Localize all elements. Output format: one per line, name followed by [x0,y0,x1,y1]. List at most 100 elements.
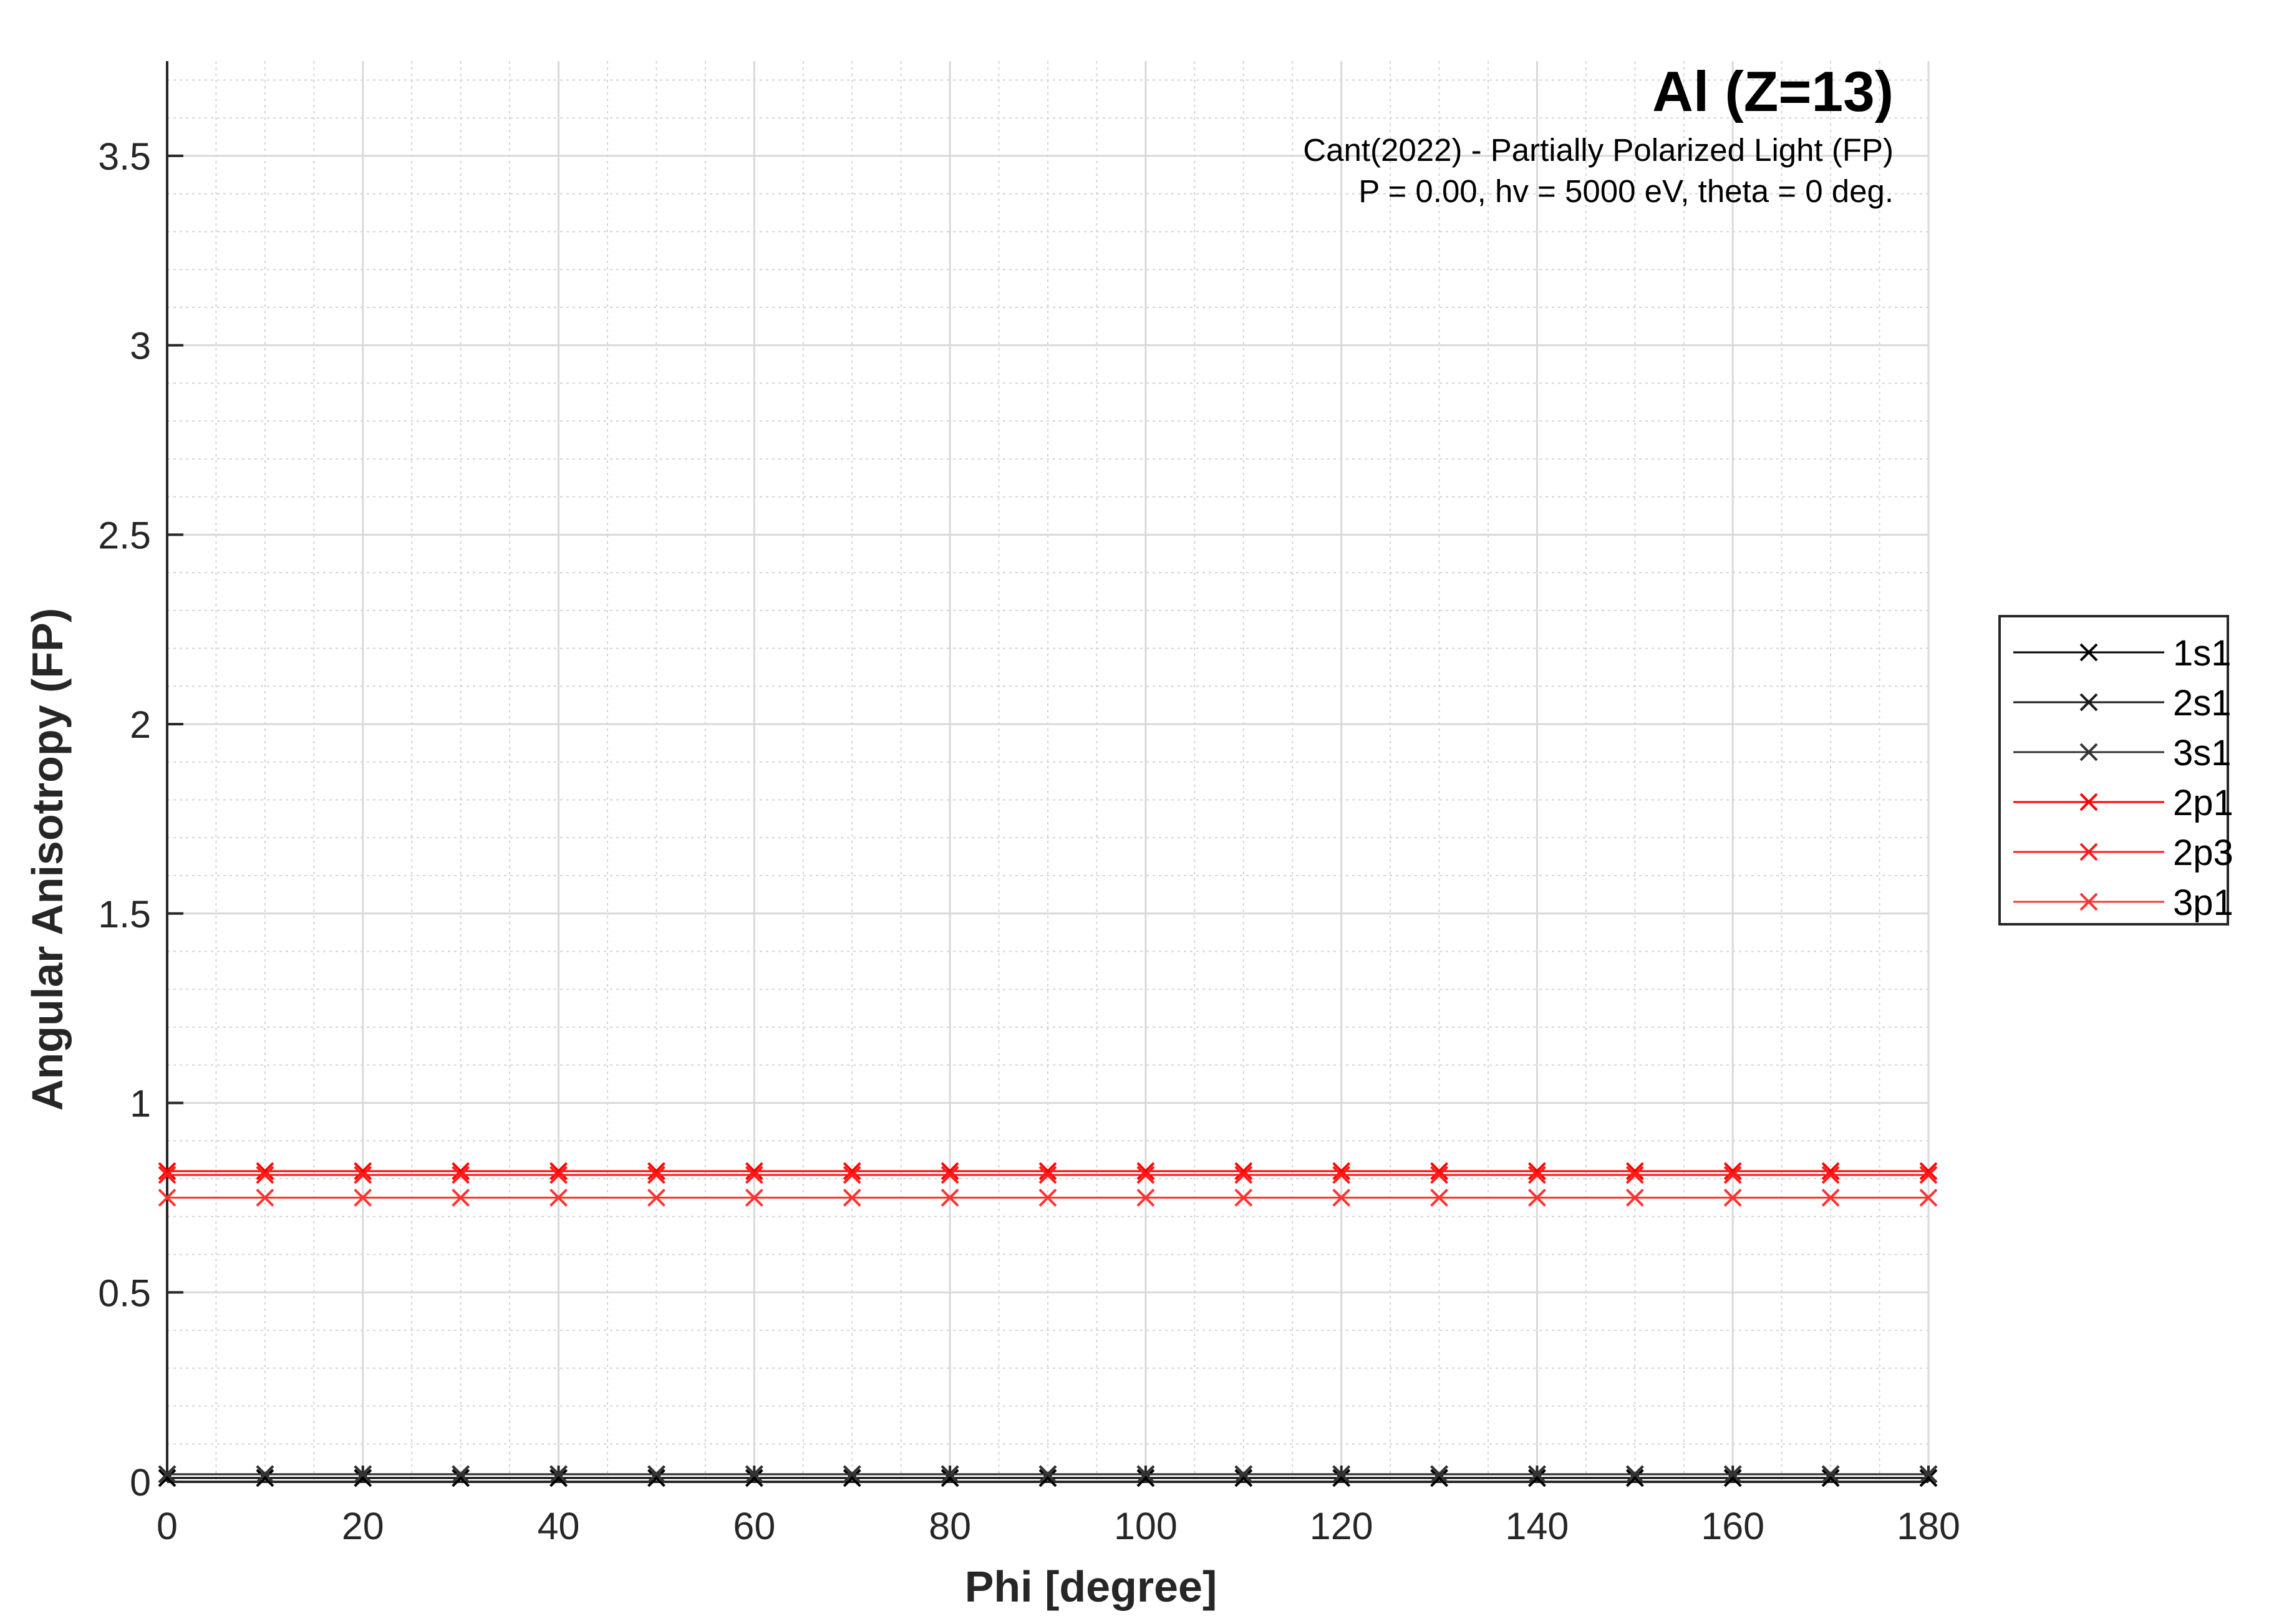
data-point-2p3 [1430,1166,1448,1184]
chart-subtitle-line-1: Cant(2022) - Partially Polarized Light (… [1303,132,1894,168]
minor-grid [167,61,1928,1482]
legend-marker [2079,843,2098,861]
data-point-3s1 [745,1465,763,1484]
x-tick-label: 80 [929,1505,971,1547]
legend-label: 2p3 [2173,833,2233,873]
data-point-3p1 [256,1188,274,1207]
legend-label: 1s1 [2173,633,2232,674]
data-point-3s1 [1234,1465,1253,1484]
data-point-2p3 [1821,1166,1840,1184]
data-point-2p3 [1136,1166,1155,1184]
data-point-1s1 [1528,1469,1546,1487]
data-point-3s1 [1332,1465,1351,1484]
x-tick-label: 100 [1114,1505,1178,1547]
y-tick-label: 2.5 [98,514,151,556]
y-axis-title: Angular Anisotropy (FP) [23,608,72,1111]
data-point-2p3 [843,1166,861,1184]
data-point-3p1 [1038,1188,1057,1207]
data-point-2p1 [1038,1162,1057,1181]
data-point-3p1 [354,1188,372,1207]
data-point-3s1 [256,1465,274,1484]
data-point-2p3 [745,1166,763,1184]
data-point-1s1 [1821,1469,1840,1487]
data-point-1s1 [158,1469,177,1487]
data-point-2p3 [1625,1166,1644,1184]
data-point-2p3 [647,1166,665,1184]
data-point-1s1 [843,1469,861,1487]
series-2p1 [158,1162,1938,1181]
data-point-3s1 [1038,1465,1057,1484]
data-point-1s1 [1136,1469,1155,1487]
data-point-2p3 [452,1166,470,1184]
data-point-1s1 [549,1469,568,1487]
data-point-2p1 [354,1162,372,1181]
data-point-3p1 [647,1188,665,1207]
series-1s1 [158,1469,1938,1487]
data-point-2p1 [1625,1162,1644,1181]
y-tick-label: 3.5 [98,135,151,178]
data-point-2p3 [256,1166,274,1184]
data-point-2p1 [1136,1162,1155,1181]
data-point-2p1 [549,1162,568,1181]
data-point-3s1 [1723,1465,1742,1484]
data-point-3s1 [549,1465,568,1484]
data-point-2p1 [452,1162,470,1181]
legend-box [1998,615,2229,926]
data-point-2p3 [158,1166,177,1184]
data-point-1s1 [1430,1469,1448,1487]
x-tick-label: 60 [733,1505,775,1547]
legend-marker [2079,643,2098,662]
data-point-2p1 [158,1162,177,1181]
data-point-1s1 [1038,1469,1057,1487]
legend-label: 3s1 [2173,733,2232,773]
data-point-1s1 [452,1469,470,1487]
x-tick-labels: 0 20 40 60 80 100 120 140 160 180 [157,1505,1960,1547]
data-point-2p1 [1430,1162,1448,1181]
data-point-2p1 [256,1162,274,1181]
data-point-3s1 [1430,1465,1448,1484]
data-point-1s1 [1919,1469,1938,1487]
data-point-1s1 [1625,1469,1644,1487]
y-tick-label: 0.5 [98,1272,151,1314]
legend: 1s1 2s1 3s1 2p1 2p3 3p1 [1998,615,2233,926]
legend-item-3s1: 3s1 [2013,733,2232,773]
series-layer [158,1162,1938,1487]
data-point-2p1 [1821,1162,1840,1181]
data-point-2p3 [1528,1166,1546,1184]
series-3p1 [158,1188,1938,1207]
data-point-1s1 [354,1469,372,1487]
data-point-3p1 [1625,1188,1644,1207]
x-axis-title: Phi [degree] [965,1562,1217,1611]
data-point-3p1 [1821,1188,1840,1207]
legend-label: 2p1 [2173,783,2233,823]
data-point-2p1 [1528,1162,1546,1181]
data-point-1s1 [647,1469,665,1487]
data-point-3s1 [1625,1465,1644,1484]
legend-marker [2079,793,2098,811]
y-tick-label: 1.5 [98,893,151,935]
data-point-3p1 [1723,1188,1742,1207]
data-point-3s1 [941,1465,959,1484]
data-point-2p3 [1919,1166,1938,1184]
legend-item-2s1: 2s1 [2013,683,2232,723]
data-point-2p3 [1332,1166,1351,1184]
legend-item-1s1: 1s1 [2013,633,2232,674]
legend-item-2p3: 2p3 [2013,833,2233,873]
data-point-2p1 [1332,1162,1351,1181]
data-point-3s1 [1919,1465,1938,1484]
data-point-3s1 [158,1465,177,1484]
data-point-3p1 [843,1188,861,1207]
data-point-1s1 [745,1469,763,1487]
data-point-2p1 [1234,1162,1253,1181]
data-point-3p1 [158,1188,177,1207]
legend-marker [2079,892,2098,911]
data-point-3s1 [1528,1465,1546,1484]
data-point-3p1 [1332,1188,1351,1207]
data-point-3p1 [1430,1188,1448,1207]
data-point-3s1 [452,1465,470,1484]
series-3s1 [158,1465,1938,1484]
data-point-3s1 [354,1465,372,1484]
data-point-2p1 [1723,1162,1742,1181]
data-point-3p1 [549,1188,568,1207]
